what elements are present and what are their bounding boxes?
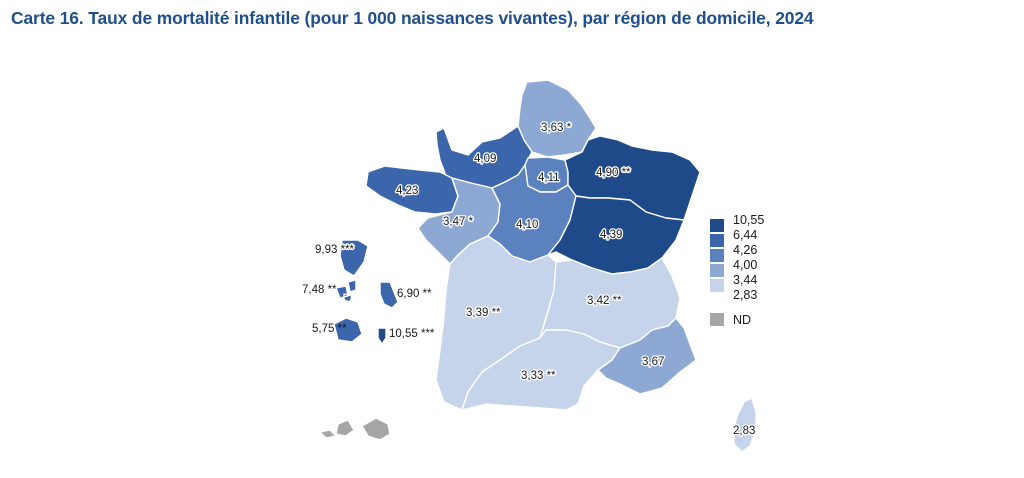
label-corse: 2,83 — [733, 425, 755, 437]
legend-swatch-class5 — [710, 279, 724, 292]
label-guadeloupe: 7,48 ** — [302, 284, 337, 296]
legend-swatch-class2 — [710, 234, 724, 247]
label-auvergne-rhone-alpes: 3,42 ** — [587, 295, 622, 307]
legend: 10,55 6,44 4,26 4,00 3,44 2,83 ND — [710, 213, 764, 327]
region-occitanie[interactable] — [461, 329, 621, 411]
label-martinique: 6,90 ** — [397, 288, 432, 300]
label-bretagne: 4,23 — [396, 185, 418, 197]
region-nd-right — [361, 417, 391, 441]
region-hauts-de-france[interactable] — [517, 79, 597, 158]
label-normandie: 4,09 — [474, 153, 496, 165]
label-bourgogne-franche-comte: 4,39 — [600, 229, 622, 241]
label-mayotte: 10,55 *** — [389, 328, 435, 340]
region-corse[interactable] — [733, 397, 757, 453]
legend-break-6: 2,83 — [733, 288, 757, 302]
label-pays-de-la-loire: 3,47 * — [443, 216, 474, 228]
label-ile-de-france: 4,11 — [538, 172, 560, 184]
region-guadeloupe[interactable] — [335, 279, 357, 303]
region-martinique[interactable] — [379, 281, 399, 309]
map-title: Carte 16. Taux de mortalité infantile (p… — [11, 8, 814, 28]
legend-swatch-class3 — [710, 249, 724, 262]
legend-swatch-class1 — [710, 219, 724, 232]
region-mayotte[interactable] — [377, 327, 387, 345]
region-guyane[interactable] — [339, 239, 369, 277]
legend-break-1: 10,55 — [733, 213, 764, 227]
label-guyane: 9,93 *** — [315, 244, 355, 256]
legend-swatch-class4 — [710, 264, 724, 277]
label-paca: 3,67 — [642, 356, 664, 368]
legend-nd-label: ND — [733, 313, 751, 327]
legend-break-4: 4,00 — [733, 258, 757, 272]
label-nouvelle-aquitaine: 3,39 ** — [466, 307, 501, 319]
region-nd-left — [319, 419, 355, 439]
label-hauts-de-france: 3,63 * — [541, 122, 572, 134]
legend-swatch-nd — [710, 313, 724, 326]
label-reunion: 5,75 ** — [312, 323, 347, 335]
legend-break-5: 3,44 — [733, 273, 757, 287]
legend-break-3: 4,26 — [733, 243, 757, 257]
legend-break-2: 6,44 — [733, 228, 757, 242]
region-reunion[interactable] — [333, 317, 363, 343]
label-centre-val-de-loire: 4,10 — [516, 219, 538, 231]
label-grand-est: 4,90 ** — [596, 167, 631, 179]
label-occitanie: 3,33 ** — [521, 370, 556, 382]
region-paca[interactable] — [597, 317, 697, 395]
